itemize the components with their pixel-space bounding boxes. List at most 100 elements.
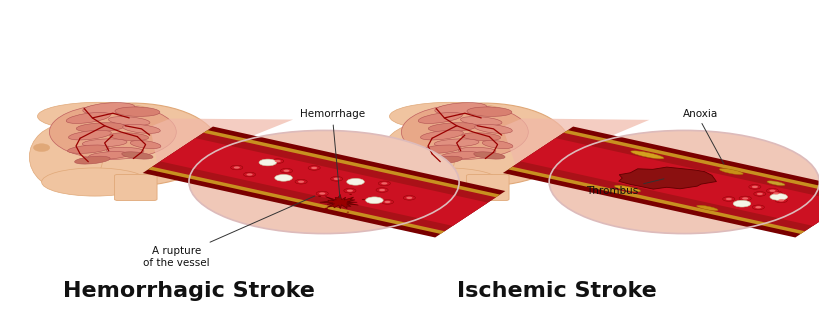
Ellipse shape [460, 116, 501, 126]
Ellipse shape [76, 123, 124, 132]
Ellipse shape [83, 103, 134, 114]
Ellipse shape [75, 156, 110, 164]
Circle shape [349, 194, 351, 195]
Circle shape [346, 212, 349, 213]
Ellipse shape [42, 168, 148, 196]
Polygon shape [508, 166, 805, 234]
Circle shape [346, 190, 352, 192]
Circle shape [346, 178, 364, 185]
Ellipse shape [66, 112, 111, 123]
Ellipse shape [419, 145, 460, 153]
Circle shape [753, 192, 765, 196]
Polygon shape [502, 118, 649, 175]
Circle shape [333, 178, 339, 180]
Text: Anoxia: Anoxia [682, 110, 717, 120]
Polygon shape [562, 130, 819, 198]
Circle shape [188, 130, 459, 234]
Ellipse shape [108, 116, 150, 126]
Circle shape [769, 193, 786, 200]
Ellipse shape [397, 103, 569, 186]
Circle shape [330, 176, 342, 181]
Ellipse shape [66, 128, 83, 132]
Circle shape [738, 196, 750, 201]
Circle shape [318, 196, 321, 197]
Ellipse shape [613, 185, 640, 192]
Ellipse shape [401, 105, 527, 159]
Text: A rupture
of the vessel: A rupture of the vessel [143, 196, 314, 268]
Ellipse shape [67, 145, 109, 153]
Ellipse shape [106, 147, 143, 154]
Circle shape [772, 192, 778, 194]
Circle shape [365, 197, 382, 203]
Text: Ischemic Stroke: Ischemic Stroke [457, 281, 656, 301]
Text: Hemorrhage: Hemorrhage [299, 110, 364, 198]
Polygon shape [618, 167, 716, 189]
Circle shape [403, 196, 415, 200]
Ellipse shape [110, 133, 148, 141]
Ellipse shape [82, 139, 127, 147]
Circle shape [343, 188, 355, 193]
Polygon shape [150, 118, 292, 173]
Ellipse shape [49, 105, 176, 159]
Circle shape [768, 190, 775, 192]
Polygon shape [152, 133, 495, 231]
Ellipse shape [696, 205, 717, 211]
Ellipse shape [123, 124, 160, 133]
Ellipse shape [434, 103, 486, 114]
Ellipse shape [130, 140, 161, 149]
Ellipse shape [29, 124, 103, 190]
Polygon shape [319, 194, 358, 209]
Circle shape [283, 170, 289, 172]
Circle shape [751, 186, 757, 188]
Ellipse shape [630, 151, 663, 159]
Ellipse shape [440, 152, 480, 159]
Circle shape [725, 198, 731, 200]
Circle shape [274, 160, 280, 162]
Circle shape [722, 197, 734, 201]
Ellipse shape [718, 169, 742, 175]
Circle shape [259, 159, 276, 166]
FancyBboxPatch shape [115, 175, 157, 200]
Circle shape [243, 172, 256, 177]
Circle shape [310, 167, 317, 169]
Ellipse shape [458, 147, 495, 154]
Ellipse shape [68, 130, 111, 140]
Circle shape [751, 205, 763, 210]
Circle shape [777, 199, 783, 202]
Ellipse shape [38, 102, 161, 130]
Circle shape [319, 192, 325, 195]
Text: Hemorrhagic Stroke: Hemorrhagic Stroke [63, 281, 314, 301]
Ellipse shape [550, 143, 563, 152]
Polygon shape [520, 138, 819, 226]
Circle shape [769, 191, 781, 196]
Ellipse shape [46, 103, 217, 186]
Circle shape [732, 200, 750, 207]
Circle shape [376, 188, 387, 192]
Ellipse shape [474, 124, 512, 133]
Ellipse shape [121, 152, 153, 159]
Circle shape [308, 165, 320, 170]
Circle shape [384, 201, 390, 203]
Circle shape [297, 181, 304, 183]
Ellipse shape [426, 156, 462, 164]
Ellipse shape [434, 139, 478, 147]
Circle shape [295, 179, 307, 184]
Ellipse shape [381, 124, 455, 190]
Ellipse shape [466, 107, 511, 116]
Ellipse shape [418, 128, 434, 132]
Circle shape [754, 206, 760, 208]
Ellipse shape [34, 144, 50, 152]
Circle shape [741, 197, 747, 200]
Ellipse shape [198, 143, 211, 152]
Circle shape [774, 198, 786, 203]
Circle shape [280, 168, 292, 173]
Ellipse shape [482, 140, 512, 149]
Circle shape [756, 193, 762, 195]
Circle shape [230, 165, 242, 170]
Ellipse shape [420, 130, 463, 140]
Circle shape [316, 191, 328, 196]
Circle shape [324, 208, 328, 209]
Circle shape [233, 166, 239, 169]
Polygon shape [202, 130, 500, 198]
Circle shape [361, 199, 364, 200]
